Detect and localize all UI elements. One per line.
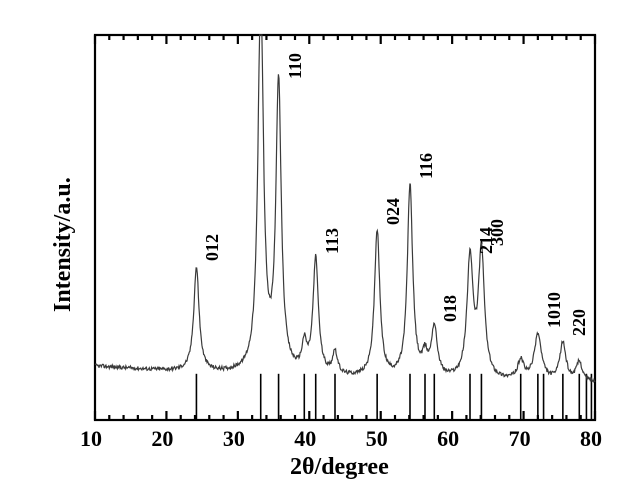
- peak-label: 018: [440, 295, 461, 322]
- x-tick-label: 50: [366, 426, 388, 452]
- xrd-figure: 10 20 30 40 50 60 70 80 Intensity/a.u. 2θ/degree 0…: [0, 0, 636, 503]
- peak-label: 110: [285, 53, 306, 79]
- x-tick-label: 60: [437, 426, 459, 452]
- x-axis-label: 2θ/degree: [290, 454, 389, 481]
- peak-label: 220: [569, 309, 590, 336]
- peak-label: 113: [322, 228, 343, 254]
- peak-label: 116: [416, 153, 437, 179]
- x-tick-label: 20: [151, 426, 173, 452]
- peak-label: 012: [202, 234, 223, 261]
- x-tick-label: 30: [223, 426, 245, 452]
- peak-label: 1010: [544, 292, 565, 328]
- x-tick-label: 40: [294, 426, 316, 452]
- x-tick-label: 80: [580, 426, 602, 452]
- x-tick-label: 10: [80, 426, 102, 452]
- y-axis-label: Intensity/a.u.: [50, 177, 77, 312]
- peak-label: 300: [487, 219, 508, 246]
- x-tick-label: 70: [509, 426, 531, 452]
- peak-label: 024: [383, 198, 404, 225]
